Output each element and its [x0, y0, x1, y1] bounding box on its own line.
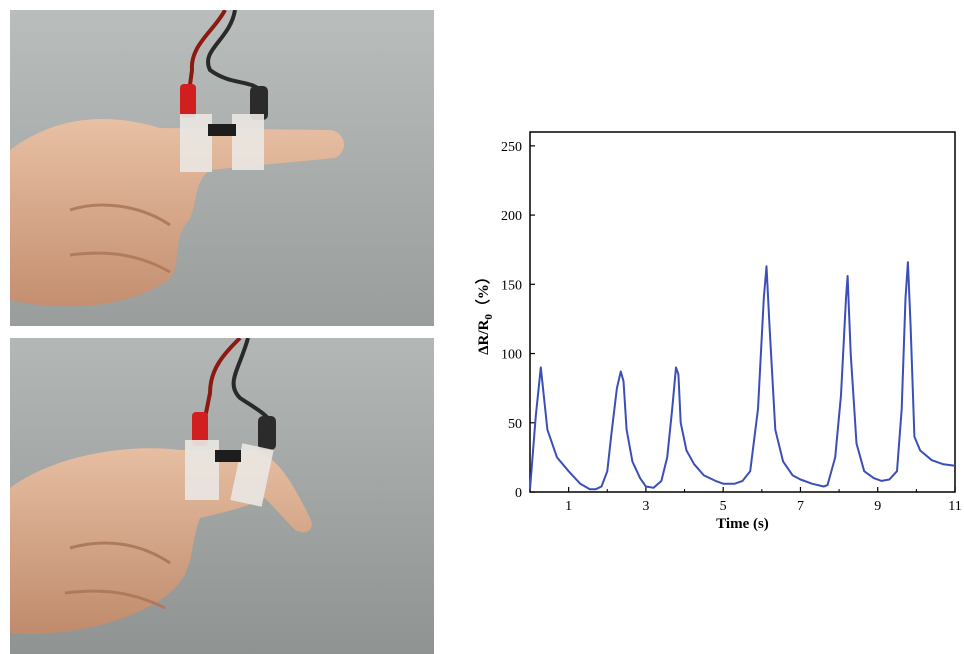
- finger-photo-bent: [10, 338, 434, 654]
- finger-straight-illustration: [10, 10, 434, 326]
- y-axis-title-subscript: 0: [483, 314, 495, 320]
- x-tick-label: 1: [565, 499, 572, 514]
- finger-bent-illustration: [10, 338, 434, 654]
- x-tick-label: 3: [642, 499, 649, 514]
- y-axis-title-main: ΔR/R: [476, 319, 492, 354]
- chart-ticks: 0 50 100 150 200 250 1 3 5 7 9 11: [501, 140, 962, 514]
- y-tick-label: 250: [501, 140, 522, 155]
- chart-axes: [529, 131, 956, 493]
- series-line: [529, 261, 956, 491]
- chart-series: [529, 261, 956, 491]
- x-axis-title: Time (s): [716, 516, 769, 532]
- y-tick-label: 50: [508, 417, 522, 432]
- y-tick-label: 200: [501, 209, 522, 224]
- resistance-chart: 0 50 100 150 200 250 1 3 5 7 9 11 Time (s) ΔR/R0（%）: [458, 110, 964, 550]
- y-axis-title: ΔR/R0（%）: [474, 269, 495, 355]
- plot-frame: [529, 131, 956, 493]
- x-tick-label: 5: [720, 499, 727, 514]
- x-tick-label: 7: [797, 499, 804, 514]
- y-axis-title-unit: （%）: [474, 269, 492, 314]
- finger-photo-straight: [10, 10, 434, 326]
- y-tick-label: 150: [501, 278, 522, 293]
- x-tick-label: 11: [948, 499, 961, 514]
- y-tick-label: 0: [515, 486, 522, 501]
- x-tick-label: 9: [874, 499, 881, 514]
- y-tick-label: 100: [501, 348, 522, 363]
